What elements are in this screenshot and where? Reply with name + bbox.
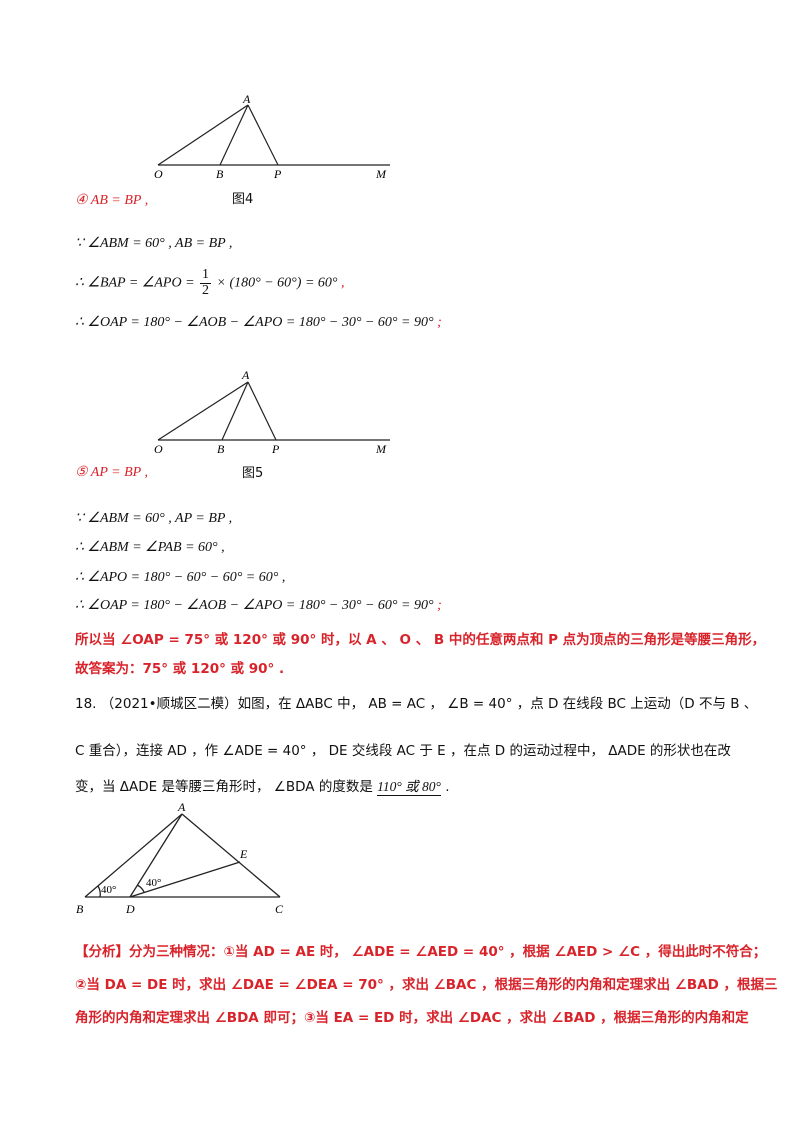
segment-ab [221, 381, 249, 441]
segment-ac [181, 813, 281, 898]
angle-d-label: 40° [146, 877, 161, 889]
label-b: B [216, 167, 224, 181]
figure-18: A E B D C 40° 40° [76, 800, 284, 916]
case5-line2: ∴ ∠ABM = ∠PAB = 60° , [75, 540, 225, 555]
segment-ad [129, 813, 183, 898]
question-18-answer: 110° 或 80° [377, 775, 441, 796]
label-d: D [125, 902, 135, 916]
label-o: O [154, 167, 163, 181]
conclusion-line1: 所以当 ∠OAP = 75° 或 120° 或 90° 时，以 A 、 O 、 … [75, 632, 766, 648]
label-m: M [375, 442, 387, 456]
label-b: B [217, 442, 225, 456]
case5-line3: ∴ ∠APO = 180° − 60° − 60° = 60° , [75, 570, 286, 585]
case5-line4-end: ; [437, 598, 442, 613]
label-c: C [275, 902, 284, 916]
segment-de [129, 861, 241, 898]
label-o: O [154, 442, 163, 456]
case4-line2-post: × (180° − 60°) = 60° [216, 275, 338, 291]
case5-line1: ∵ ∠ABM = 60° , AP = BP , [75, 511, 233, 526]
fraction-numerator: 1 [200, 267, 212, 284]
figure-5: A O B P M [154, 368, 390, 456]
case5-line4: ∴ ∠OAP = 180° − ∠AOB − ∠APO = 180° − 30°… [75, 597, 442, 614]
case4-line2: ∴ ∠BAP = ∠APO = 1 2 × (180° − 60°) = 60°… [75, 267, 345, 298]
case4-line2-pre: ∴ ∠BAP = ∠APO = [75, 275, 195, 291]
angle-b-arc [97, 885, 101, 898]
segment-ab [219, 104, 249, 166]
case4-line3-text: ∴ ∠OAP = 180° − ∠AOB − ∠APO = 180° − 30°… [75, 315, 434, 330]
figure-5-caption: 图5 [242, 466, 264, 481]
label-e: E [239, 847, 248, 861]
label-a: A [177, 800, 186, 814]
figure-4-caption: 图4 [232, 192, 254, 207]
analysis-line2: ②当 DA = DE 时，求出 ∠DAE = ∠DEA = 70° ，求出 ∠B… [75, 977, 778, 993]
question-18-line3: 变，当 ΔADE 是等腰三角形时， ∠BDA 的度数是 110° 或 80° . [75, 775, 450, 796]
question-18-line3-post: . [445, 779, 450, 795]
label-a: A [242, 92, 251, 106]
angle-b-label: 40° [101, 884, 116, 896]
case5-line4-text: ∴ ∠OAP = 180° − ∠AOB − ∠APO = 180° − 30°… [75, 598, 434, 613]
segment-oa [157, 104, 249, 166]
angle-d-arc [136, 884, 145, 893]
analysis-line1: 【分析】分为三种情况：①当 AD = AE 时， ∠ADE = ∠AED = 4… [75, 944, 767, 960]
segment-ap [247, 104, 279, 166]
label-a: A [241, 368, 250, 382]
label-b: B [76, 902, 84, 916]
case5-heading: ⑤ AP = BP , [75, 465, 148, 480]
case4-line1: ∵ ∠ABM = 60° , AB = BP , [75, 236, 233, 251]
case4-line2-comma: , [341, 275, 345, 291]
conclusion-line2: 故答案为：75° 或 120° 或 90° . [75, 661, 285, 677]
analysis-line3: 角形的内角和定理求出 ∠BDA 即可；③当 EA = ED 时，求出 ∠DAC … [75, 1010, 749, 1026]
case4-line3: ∴ ∠OAP = 180° − ∠AOB − ∠APO = 180° − 30°… [75, 314, 442, 331]
segment-ap [247, 381, 277, 441]
label-p: P [273, 167, 282, 181]
figure-4: A O B P M [154, 92, 390, 181]
label-p: P [271, 442, 280, 456]
question-18-line2: C 重合），连接 AD ，作 ∠ADE = 40° ， DE 交线段 AC 于 … [75, 743, 731, 759]
fraction-denominator: 2 [202, 282, 210, 298]
segment-oa [157, 381, 249, 441]
fraction-half: 1 2 [200, 267, 212, 298]
question-18-line1: 18. （2021•顺城区二模）如图，在 ΔABC 中， AB = AC ， ∠… [75, 696, 758, 712]
segment-ab [84, 813, 183, 898]
label-m: M [375, 167, 387, 181]
case4-heading: ④ AB = BP , [75, 193, 149, 208]
question-18-line3-pre: 变，当 ΔADE 是等腰三角形时， ∠BDA 的度数是 [75, 779, 373, 795]
case4-line3-end: ; [437, 315, 442, 330]
